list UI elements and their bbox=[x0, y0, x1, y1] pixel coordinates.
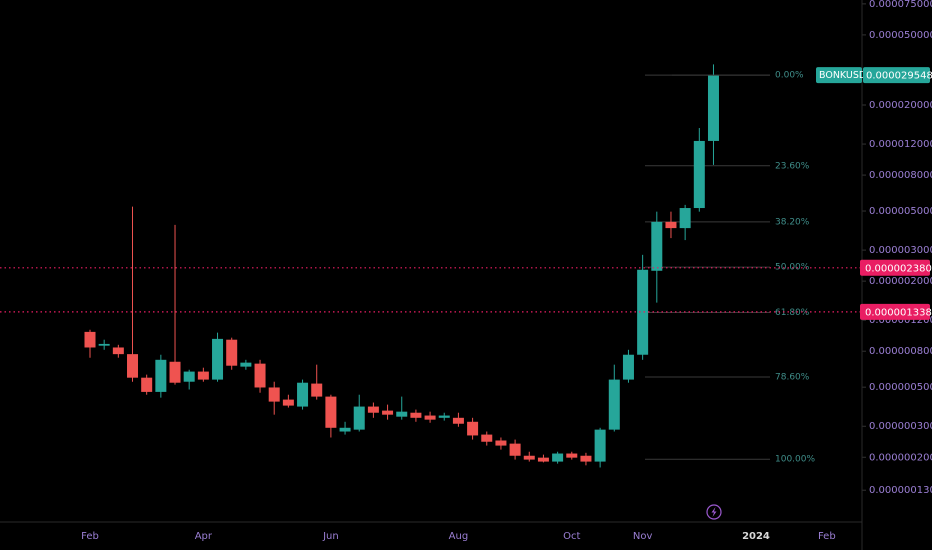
candle-body bbox=[537, 457, 549, 462]
x-tick-label: Apr bbox=[195, 531, 213, 542]
fib-label: 38.20% bbox=[775, 217, 810, 227]
last-price-badge bbox=[863, 67, 930, 84]
candle-body bbox=[452, 417, 464, 424]
price-badge bbox=[860, 303, 930, 320]
candle-body bbox=[339, 427, 351, 432]
candle-body bbox=[325, 396, 337, 428]
fib-label: 23.60% bbox=[775, 161, 810, 171]
candle-body bbox=[566, 453, 578, 458]
candle-body bbox=[438, 415, 450, 418]
candle-body bbox=[197, 371, 209, 380]
candle-body bbox=[495, 440, 507, 446]
candle-body bbox=[509, 443, 521, 456]
y-tick-label: 0.0000200000 bbox=[869, 100, 932, 111]
candle-body bbox=[622, 354, 634, 380]
x-tick-label: Oct bbox=[563, 531, 580, 542]
candle-body bbox=[481, 434, 493, 442]
symbol-label: BONKUSD bbox=[819, 70, 866, 81]
x-tick-label: 2024 bbox=[742, 531, 770, 542]
candle-body bbox=[382, 410, 394, 415]
candle-body bbox=[112, 347, 124, 355]
y-tick-label: 0.0000500000 bbox=[869, 30, 932, 41]
fib-label: 78.60% bbox=[775, 373, 810, 383]
candle-body bbox=[353, 406, 365, 430]
candle-body bbox=[580, 455, 592, 462]
y-tick-label: 0.0000030000 bbox=[869, 245, 932, 256]
candle-body bbox=[367, 406, 379, 413]
y-tick-label: 0.0000001300 bbox=[869, 485, 932, 496]
event-icon[interactable] bbox=[706, 504, 722, 520]
candle-body bbox=[127, 354, 139, 378]
candle-body bbox=[523, 455, 535, 460]
candle-body bbox=[240, 362, 252, 367]
x-tick-label: Feb bbox=[818, 531, 836, 542]
fib-label: 0.00% bbox=[775, 71, 804, 81]
candle-body bbox=[467, 421, 479, 436]
candle-body bbox=[169, 361, 181, 383]
last-price-label: 0.0000295484 bbox=[866, 71, 932, 82]
candle-body bbox=[268, 387, 280, 402]
y-tick-label: 0.0000080000 bbox=[869, 170, 932, 181]
candle-body bbox=[608, 379, 620, 430]
candle-body bbox=[155, 359, 167, 392]
candle-body bbox=[637, 269, 649, 355]
candle-body bbox=[410, 412, 422, 418]
y-tick-label: 0.0000005000 bbox=[869, 382, 932, 393]
candle-body bbox=[183, 371, 195, 382]
y-tick-label: 0.0000003000 bbox=[869, 421, 932, 432]
x-tick-label: Feb bbox=[81, 531, 99, 542]
candle-body bbox=[282, 399, 294, 406]
price-badge bbox=[860, 259, 930, 276]
candle-body bbox=[693, 140, 705, 209]
candle-body bbox=[226, 339, 238, 366]
y-tick-label: 0.0000008000 bbox=[869, 346, 932, 357]
candle-body bbox=[396, 411, 408, 417]
x-tick-label: Jun bbox=[322, 531, 339, 542]
y-tick-label: 0.0000020000 bbox=[869, 276, 932, 287]
y-tick-label: 0.0000120000 bbox=[869, 139, 932, 150]
y-tick-label: 0.0000012000 bbox=[869, 315, 932, 326]
x-tick-label: Nov bbox=[633, 531, 653, 542]
candle-body bbox=[651, 221, 663, 271]
y-tick-label: 0.0000750000 bbox=[869, 0, 932, 10]
candle-body bbox=[707, 75, 719, 141]
overlays: 0.0000023808 0.0000013385 BONKUSD 0.0000295… bbox=[0, 67, 932, 320]
symbol-badge bbox=[816, 67, 862, 84]
candle-body bbox=[424, 415, 436, 420]
candle-body bbox=[552, 453, 564, 462]
candle-body bbox=[594, 429, 606, 462]
fib-label: 61.80% bbox=[775, 308, 810, 318]
candle-body bbox=[212, 338, 224, 380]
candle-body bbox=[297, 382, 309, 407]
candle-body bbox=[311, 383, 323, 397]
y-tick-label: 0.0000050000 bbox=[869, 206, 932, 217]
x-tick-label: Aug bbox=[449, 531, 469, 542]
plot-area: 0.0000750000 0.0000500000 0.0000200000 0.00… bbox=[81, 0, 932, 542]
candle-body bbox=[254, 363, 266, 388]
price-badge-label: 0.0000013385 bbox=[865, 307, 932, 318]
fib-label: 100.00% bbox=[775, 455, 815, 465]
candle-body bbox=[84, 331, 96, 348]
candle-body bbox=[141, 377, 153, 392]
y-tick-label: 0.0000002000 bbox=[869, 452, 932, 463]
candle-body bbox=[98, 343, 110, 346]
price-badge-label: 0.0000023808 bbox=[865, 263, 932, 274]
candle-body bbox=[665, 221, 677, 229]
candle-body bbox=[679, 208, 691, 229]
